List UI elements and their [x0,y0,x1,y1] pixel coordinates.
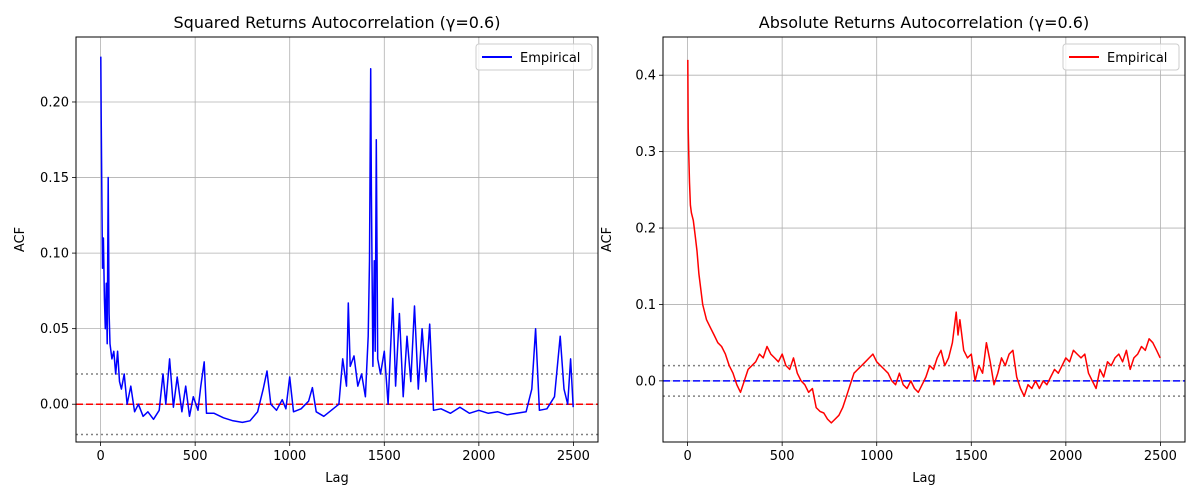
x-tick-label: 2000 [1049,449,1082,464]
x-tick-label: 2500 [557,449,590,464]
x-tick-label: 0 [96,449,104,464]
x-ticks: 0 500 1000 1500 2000 2500 [683,442,1177,464]
y-axis-label: ACF [600,227,615,252]
x-ticks: 0 500 1000 1500 2000 2500 [96,442,590,464]
x-tick-label: 500 [770,449,795,464]
y-tick-label: 0.3 [635,145,656,160]
y-tick-label: 0.10 [40,247,69,262]
legend-box [475,43,593,71]
y-ticks: 0.0 0.1 0.2 0.3 0.4 [635,69,663,389]
legend-box [1062,43,1180,71]
y-axis-label: ACF [13,227,28,252]
series-group [687,59,1161,424]
squared-returns-chart: 0 500 1000 1500 2000 2500 0.00 0.05 0.10 0.15 0.2… [13,13,599,486]
y-tick-label: 0.05 [40,322,69,337]
y-tick-label: 0.2 [635,222,656,237]
legend: Empirical [475,43,593,71]
x-tick-label: 1500 [368,449,401,464]
y-tick-label: 0.0 [635,374,656,389]
x-axis-label: Lag [912,471,935,486]
plot-frame [75,36,599,443]
legend-label: Empirical [520,51,580,66]
y-tick-label: 0.20 [40,95,69,110]
x-tick-label: 0 [683,449,691,464]
x-tick-label: 1500 [955,449,988,464]
y-tick-label: 0.00 [40,398,69,413]
plot-frame [662,36,1186,443]
y-ticks: 0.00 0.05 0.10 0.15 0.20 [40,95,76,413]
series-line [687,59,1161,424]
legend-label: Empirical [1107,51,1167,66]
x-tick-label: 2500 [1144,449,1177,464]
legend: Empirical [1062,43,1180,71]
series-group [100,56,574,424]
chart-title: Squared Returns Autocorrelation (γ=0.6) [174,13,501,32]
y-tick-label: 0.15 [40,171,69,186]
x-tick-label: 1000 [273,449,306,464]
series-line [100,56,574,424]
y-tick-label: 0.4 [635,69,656,84]
absolute-returns-chart: 0 500 1000 1500 2000 2500 0.0 0.1 0.2 0.3 0.4 Abs… [600,13,1186,486]
x-tick-label: 2000 [462,449,495,464]
y-tick-label: 0.1 [635,298,656,313]
x-axis-label: Lag [325,471,348,486]
chart-title: Absolute Returns Autocorrelation (γ=0.6) [759,13,1089,32]
grid [76,37,598,442]
x-tick-label: 500 [183,449,208,464]
x-tick-label: 1000 [860,449,893,464]
